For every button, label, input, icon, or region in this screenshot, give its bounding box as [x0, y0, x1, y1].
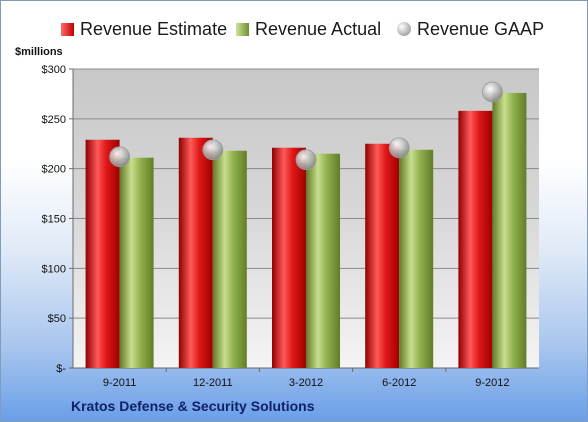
- legend-item-estimate: Revenue Estimate: [61, 17, 227, 41]
- marker-revenue-gaap: [202, 139, 224, 161]
- bar-revenue-estimate: [458, 110, 493, 369]
- bar-revenue-actual: [399, 149, 434, 368]
- marker-revenue-gaap: [109, 146, 130, 168]
- bar-revenue-actual: [212, 150, 247, 368]
- y-tick-label: $-: [56, 363, 66, 375]
- legend-label-gaap: Revenue GAAP: [417, 18, 545, 39]
- marker-revenue-gaap: [388, 137, 410, 159]
- x-tick-label: 6-2012: [382, 377, 416, 389]
- y-tick-label: $250: [42, 114, 66, 126]
- y-axis-unit-label: $millions: [15, 46, 63, 58]
- legend-item-actual: Revenue Actual: [236, 17, 381, 41]
- bar-revenue-actual: [119, 157, 154, 368]
- y-tick-label: $150: [42, 214, 66, 226]
- x-tick-label: 12-2011: [193, 377, 233, 389]
- legend-marker-gaap: [397, 22, 411, 36]
- bar-revenue-estimate: [85, 139, 120, 368]
- y-tick-label: $200: [42, 164, 66, 176]
- legend-swatch-estimate: [61, 22, 74, 36]
- bar-revenue-estimate: [272, 147, 306, 368]
- legend: Revenue Estimate Revenue Actual Revenue …: [1, 17, 587, 41]
- x-tick-label: 9-2011: [103, 377, 136, 389]
- y-tick-label: $100: [42, 263, 66, 275]
- legend-swatch-actual: [236, 22, 249, 36]
- company-name: Kratos Defense & Security Solutions: [71, 398, 315, 414]
- legend-label-estimate: Revenue Estimate: [80, 18, 228, 39]
- x-tick-label: 9-2012: [475, 377, 509, 389]
- marker-revenue-gaap: [481, 81, 503, 103]
- bar-revenue-actual: [306, 153, 340, 368]
- legend-label-actual: Revenue Actual: [255, 18, 382, 39]
- y-tick-label: $300: [42, 64, 66, 76]
- marker-revenue-gaap: [295, 149, 317, 171]
- bar-revenue-actual: [492, 92, 527, 369]
- y-tick-label: $50: [48, 313, 66, 325]
- legend-item-gaap: Revenue GAAP: [397, 17, 544, 41]
- x-tick-label: 3-2012: [289, 377, 323, 389]
- bar-revenue-estimate: [178, 137, 213, 368]
- bar-revenue-estimate: [365, 143, 400, 368]
